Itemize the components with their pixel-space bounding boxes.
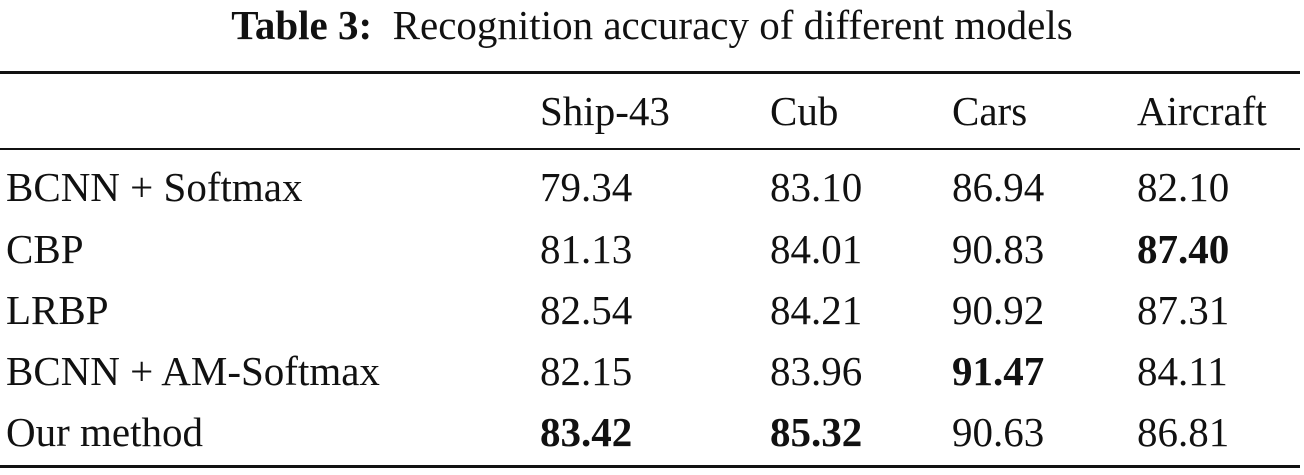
table-cell: 90.63 [952, 409, 1045, 455]
caption-label: Table 3: [231, 2, 373, 48]
table-cell: 82.54 [540, 287, 633, 333]
table-cell: 87.40 [1137, 226, 1230, 272]
bottom-rule [0, 465, 1300, 468]
table-cell: 84.01 [770, 226, 863, 272]
table-cell: 84.21 [770, 287, 863, 333]
column-header-ship-43: Ship-43 [540, 88, 670, 134]
row-label: CBP [6, 226, 84, 272]
table-cell: 83.42 [540, 409, 633, 455]
table-cell: 83.96 [770, 348, 863, 394]
table-caption: Table 3: Recognition accuracy of differe… [0, 0, 1304, 50]
table-cell: 86.94 [952, 164, 1045, 210]
table-cell: 87.31 [1137, 287, 1230, 333]
column-header-cub: Cub [770, 88, 839, 134]
column-header-cars: Cars [952, 88, 1028, 134]
table-cell: 86.81 [1137, 409, 1230, 455]
table-cell: 91.47 [952, 348, 1045, 394]
header-rule [0, 148, 1300, 150]
top-rule [0, 71, 1300, 74]
row-label: Our method [6, 409, 203, 455]
table-cell: 82.15 [540, 348, 633, 394]
row-label: BCNN + AM-Softmax [6, 348, 380, 394]
column-header-aircraft: Aircraft [1137, 88, 1267, 134]
table-cell: 90.83 [952, 226, 1045, 272]
table-cell: 81.13 [540, 226, 633, 272]
table-cell: 84.11 [1137, 348, 1228, 394]
table-cell: 85.32 [770, 409, 863, 455]
table-cell: 79.34 [540, 164, 633, 210]
row-label: BCNN + Softmax [6, 164, 303, 210]
table-cell: 90.92 [952, 287, 1045, 333]
table-cell: 83.10 [770, 164, 863, 210]
caption-text: Recognition accuracy of different models [392, 2, 1073, 48]
row-label: LRBP [6, 287, 109, 333]
table-cell: 82.10 [1137, 164, 1230, 210]
